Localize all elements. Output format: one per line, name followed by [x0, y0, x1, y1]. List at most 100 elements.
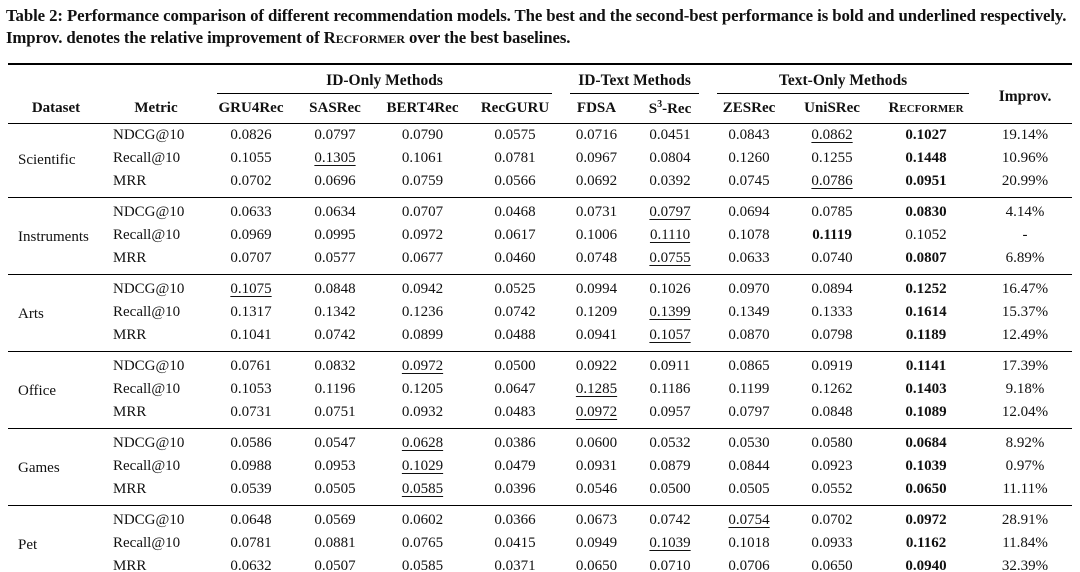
value-cell: 0.0500	[469, 351, 562, 379]
improv-cell: 12.04%	[1001, 404, 1049, 421]
value-cell: 0.0371	[494, 558, 536, 572]
value-cell: 0.0785	[790, 197, 875, 225]
value-cell: 0.0995	[314, 227, 356, 244]
value-cell: 0.0706	[728, 558, 770, 572]
col-header-unisrec: UniSRec	[804, 100, 860, 117]
metric-cell: NDCG@10	[104, 197, 208, 225]
value-cell: 0.0468	[469, 197, 562, 225]
value-cell: 0.0972	[401, 227, 444, 244]
value-cell: 0.1110	[649, 227, 691, 244]
value-cell: 0.0552	[811, 481, 853, 498]
value-cell: 0.1305	[314, 150, 356, 167]
value-cell: 0.0755	[649, 250, 691, 267]
value-cell: 0.0972	[575, 404, 618, 421]
value-cell: 0.0742	[494, 304, 536, 321]
table-row: Office NDCG@10 0.0761 0.0832 0.0972 0.0500 0.0…	[8, 351, 1073, 429]
value-cell: 0.1052	[905, 227, 947, 244]
value-cell: 0.0940	[905, 558, 947, 572]
table-row: MRR 0.0707 0.0577 0.0677 0.0460 0.0748 0.0755 0…	[8, 247, 1072, 275]
table-row: Pet NDCG@10 0.0648 0.0569 0.0602 0.0366 0.0673…	[8, 505, 1073, 572]
dataset-cell: Office	[8, 351, 104, 429]
col-header-recguru: RecGURU	[480, 100, 550, 117]
metric-cell: MRR	[113, 173, 147, 190]
table-row: Recall@10 0.1317 0.1342 0.1236 0.0742 0.1209 0…	[8, 301, 1072, 324]
value-cell: 0.0826	[230, 127, 272, 144]
value-cell: 0.0942	[376, 274, 469, 302]
table-row: Recall@10 0.0781 0.0881 0.0765 0.0415 0.0949 0…	[8, 532, 1072, 555]
improv-cell: 9.18%	[1005, 381, 1045, 398]
value-cell: 0.0632	[230, 558, 272, 572]
value-cell: 0.1075	[208, 274, 294, 302]
value-cell: 0.0648	[208, 505, 294, 533]
col-header-gru4rec: GRU4Rec	[218, 100, 284, 117]
table-row: Instruments NDCG@10 0.0633 0.0634 0.0707 0.04…	[8, 197, 1073, 275]
value-cell: 0.0600	[561, 428, 633, 456]
value-cell: 0.0633	[208, 197, 294, 225]
value-cell: 0.0577	[314, 250, 356, 267]
value-cell: 0.0500	[649, 481, 691, 498]
value-cell: 0.1026	[632, 274, 709, 302]
value-cell: 0.0832	[294, 351, 376, 379]
value-cell: 0.0953	[314, 458, 356, 475]
value-cell: 0.0894	[790, 274, 875, 302]
value-cell: 0.0602	[376, 505, 469, 533]
value-cell: 0.0505	[314, 481, 356, 498]
value-cell: 0.0843	[728, 127, 770, 144]
improv-cell: 19.14%	[1001, 127, 1049, 144]
value-cell: 0.0731	[230, 404, 272, 421]
value-cell: 0.1078	[728, 227, 770, 244]
value-cell: 0.1119	[812, 227, 852, 244]
value-cell: 0.0415	[494, 535, 536, 552]
value-cell: 0.1027	[905, 127, 947, 144]
value-cell: 0.1448	[905, 150, 947, 167]
value-cell: 0.0899	[401, 327, 444, 344]
caption-text-1: Table 2: Performance comparison of diffe…	[6, 6, 1067, 48]
value-cell: 0.0633	[728, 250, 770, 267]
value-cell: 0.0634	[294, 197, 376, 225]
value-cell: 0.0692	[575, 173, 618, 190]
group-id-only: ID-Only Methods	[208, 64, 561, 95]
value-cell: 0.0488	[494, 327, 536, 344]
value-cell: 0.0970	[708, 274, 791, 302]
metric-cell: MRR	[113, 327, 147, 344]
col-header-s3rec: S3-Rec	[648, 99, 692, 118]
value-cell: 0.1317	[230, 304, 272, 321]
table-body: Scientific NDCG@10 0.0826 0.0797 0.0790 0.057…	[8, 124, 1073, 572]
value-cell: 0.0957	[649, 404, 691, 421]
table-row: Recall@10 0.0969 0.0995 0.0972 0.0617 0.1006 0…	[8, 224, 1072, 247]
table-row: MRR 0.0702 0.0696 0.0759 0.0566 0.0692 0.0392 0…	[8, 170, 1072, 198]
value-cell: 0.1041	[230, 327, 272, 344]
value-cell: 0.0751	[314, 404, 356, 421]
value-cell: 0.0647	[494, 381, 536, 398]
table-row: Games NDCG@10 0.0586 0.0547 0.0628 0.0386 0.06…	[8, 428, 1073, 506]
metric-cell: NDCG@10	[104, 505, 208, 533]
value-cell: 0.1614	[905, 304, 947, 321]
value-cell: 0.0742	[632, 505, 709, 533]
value-cell: 0.0392	[649, 173, 691, 190]
value-cell: 0.0684	[874, 428, 979, 456]
value-cell: 0.0585	[401, 558, 444, 572]
col-header-metric: Metric	[134, 100, 178, 117]
value-cell: 0.0710	[649, 558, 691, 572]
value-cell: 0.1061	[401, 150, 444, 167]
improv-cell: 20.99%	[1001, 173, 1049, 190]
value-cell: 0.0547	[294, 428, 376, 456]
value-cell: 0.1209	[575, 304, 618, 321]
value-cell: 0.0479	[494, 458, 536, 475]
value-cell: 0.0931	[575, 458, 618, 475]
metric-cell: NDCG@10	[104, 351, 208, 379]
value-cell: 0.0932	[401, 404, 444, 421]
value-cell: 0.0790	[401, 127, 444, 144]
table-row: MRR 0.0539 0.0505 0.0585 0.0396 0.0546 0.0500 0…	[8, 478, 1072, 506]
value-cell: 0.0507	[314, 558, 356, 572]
value-cell: 0.0694	[708, 197, 791, 225]
value-cell: 0.1053	[230, 381, 272, 398]
value-cell: 0.0919	[790, 351, 875, 379]
value-cell: 0.1285	[575, 381, 618, 398]
value-cell: 0.0923	[811, 458, 853, 475]
dataset-cell: Instruments	[8, 197, 104, 275]
value-cell: 0.0967	[575, 150, 618, 167]
value-cell: 0.0566	[494, 173, 536, 190]
value-cell: 0.0951	[905, 173, 947, 190]
value-cell: 0.1186	[649, 381, 691, 398]
